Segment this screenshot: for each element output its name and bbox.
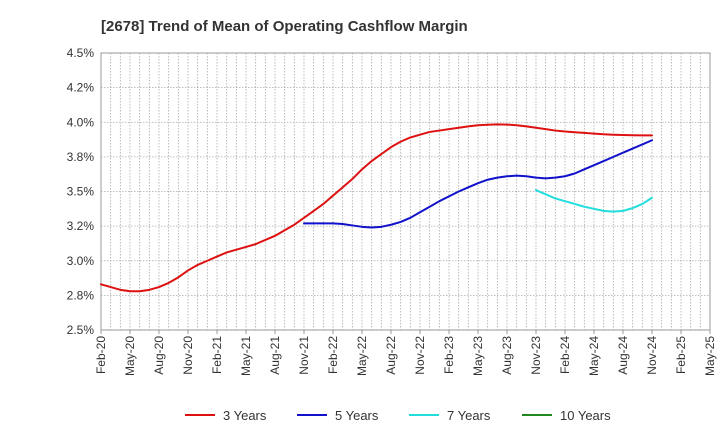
x-tick-label: Nov-23 <box>529 336 543 375</box>
x-tick-label: Feb-22 <box>326 336 340 374</box>
chart-title: [2678] Trend of Mean of Operating Cashfl… <box>101 18 468 35</box>
legend-label-10-years: 10 Years <box>560 408 611 423</box>
x-tick-label: May-23 <box>471 336 485 376</box>
x-tick-label: Feb-24 <box>558 336 572 374</box>
x-tick-label: May-20 <box>123 336 137 376</box>
x-tick-label: Aug-23 <box>500 336 514 375</box>
x-tick-label: May-24 <box>587 336 601 376</box>
legend: 3 Years 5 Years 7 Years 10 Years <box>185 408 611 423</box>
y-tick-label: 3.8% <box>67 150 95 164</box>
x-tick-label: Feb-21 <box>210 336 224 374</box>
x-axis: Feb-20 May-20 Aug-20 Nov-20 Feb-21 May-21 Aug-… <box>94 330 717 376</box>
x-tick-label: Aug-24 <box>616 336 630 375</box>
y-tick-label: 2.8% <box>67 288 95 302</box>
x-tick-label: Feb-25 <box>674 336 688 374</box>
legend-label-3-years: 3 Years <box>223 408 267 423</box>
y-tick-label: 3.0% <box>67 254 95 268</box>
x-tick-label: Feb-23 <box>442 336 456 374</box>
y-tick-label: 2.5% <box>67 323 95 337</box>
x-tick-label: Aug-22 <box>384 336 398 375</box>
series-lines <box>100 123 653 293</box>
grid <box>101 53 710 330</box>
series-line-5-years <box>303 139 653 229</box>
y-tick-label: 3.5% <box>67 185 95 199</box>
y-tick-label: 4.5% <box>67 46 95 60</box>
x-tick-label: May-22 <box>355 336 369 376</box>
x-tick-label: Nov-20 <box>181 336 195 375</box>
x-tick-label: Feb-20 <box>94 336 108 374</box>
x-tick-label: Aug-21 <box>268 336 282 375</box>
x-tick-label: May-21 <box>239 336 253 376</box>
y-axis: 2.5% 2.8% 3.0% 3.2% 3.5% 3.8% 4.0% 4.2% 4.5% <box>67 46 95 337</box>
legend-label-7-years: 7 Years <box>447 408 491 423</box>
y-tick-label: 4.2% <box>67 81 95 95</box>
x-tick-label: Aug-20 <box>152 336 166 375</box>
legend-label-5-years: 5 Years <box>335 408 379 423</box>
y-tick-label: 4.0% <box>67 115 95 129</box>
x-tick-label: Nov-22 <box>413 336 427 375</box>
series-line-3-years <box>100 123 653 293</box>
x-tick-label: May-25 <box>703 336 717 376</box>
series-line-7-years <box>535 189 653 213</box>
y-tick-label: 3.2% <box>67 219 95 233</box>
x-tick-label: Nov-21 <box>297 336 311 375</box>
x-tick-label: Nov-24 <box>645 336 659 375</box>
